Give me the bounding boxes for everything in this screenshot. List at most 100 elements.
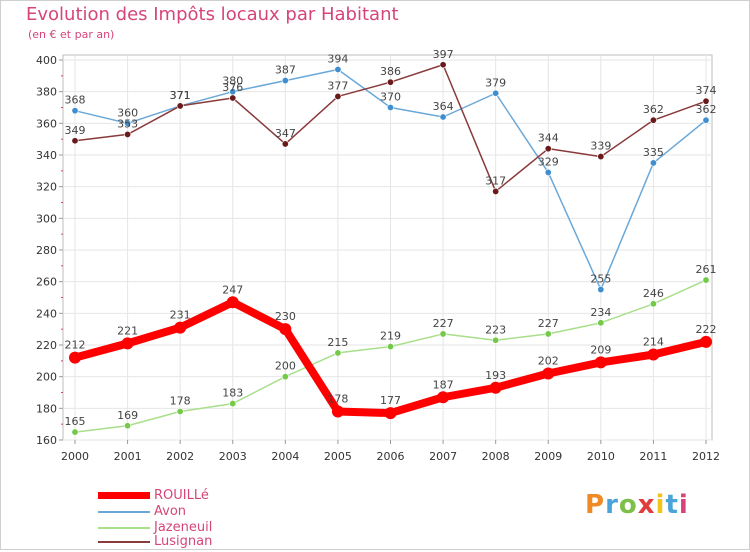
data-point [542, 367, 555, 380]
logo-letter: r [605, 490, 619, 520]
data-point [492, 187, 500, 195]
legend-label: Jazeneuil [154, 520, 213, 535]
legend-swatch [98, 541, 150, 543]
data-label: 362 [696, 103, 717, 116]
data-label: 317 [485, 174, 506, 187]
data-label: 223 [485, 323, 506, 336]
data-label: 329 [538, 155, 559, 168]
data-label: 221 [117, 324, 138, 337]
data-label: 349 [65, 124, 86, 137]
x-tick-label: 2005 [324, 450, 352, 463]
y-tick-label: 200 [36, 371, 57, 384]
legend-label: Avon [154, 504, 187, 519]
data-label: 371 [170, 89, 191, 102]
y-tick-label: 340 [36, 149, 57, 162]
data-point [439, 113, 447, 121]
y-tick-label: 260 [36, 276, 57, 289]
data-label: 227 [433, 317, 454, 330]
data-label: 234 [590, 306, 611, 319]
data-label: 364 [433, 100, 454, 113]
data-point [334, 92, 342, 100]
data-point [176, 102, 184, 110]
y-tick-label: 400 [36, 54, 57, 67]
data-label: 344 [538, 132, 559, 145]
data-point [71, 428, 79, 436]
data-point [71, 137, 79, 145]
x-tick-label: 2012 [692, 450, 720, 463]
data-label: 379 [485, 76, 506, 89]
logo-letter: t [665, 490, 679, 520]
data-point [597, 153, 605, 161]
data-point [334, 349, 342, 357]
data-point [176, 407, 184, 415]
y-tick-label: 220 [36, 339, 57, 352]
data-label: 222 [696, 323, 717, 336]
y-tick-label: 380 [36, 86, 57, 99]
data-label: 380 [222, 75, 243, 88]
x-tick-label: 2000 [61, 450, 89, 463]
data-label: 247 [222, 283, 243, 296]
y-tick-label: 280 [36, 244, 57, 257]
data-label: 187 [433, 378, 454, 391]
data-label: 215 [327, 336, 348, 349]
data-label: 178 [327, 393, 348, 406]
data-point [702, 97, 710, 105]
y-tick-label: 160 [36, 434, 57, 447]
data-point [386, 104, 394, 112]
data-label: 261 [696, 263, 717, 276]
plot-area [62, 54, 713, 441]
data-point [544, 168, 552, 176]
data-label: 193 [485, 369, 506, 382]
data-point [226, 296, 239, 309]
data-point [492, 336, 500, 344]
data-point [384, 407, 397, 420]
data-point [489, 381, 502, 394]
x-tick-label: 2007 [429, 450, 457, 463]
data-point [229, 94, 237, 102]
proxiti-logo: Proxiti [585, 490, 689, 520]
data-label: 397 [433, 48, 454, 61]
x-tick-label: 2009 [534, 450, 562, 463]
data-point [702, 276, 710, 284]
data-label: 339 [590, 140, 611, 153]
data-label: 165 [65, 415, 86, 428]
legend-label: Lusignan [154, 534, 213, 549]
legend-swatch [98, 527, 150, 529]
data-label: 394 [327, 53, 348, 66]
x-tick-label: 2010 [587, 450, 615, 463]
y-tick-label: 320 [36, 181, 57, 194]
data-label: 335 [643, 146, 664, 159]
data-label: 246 [643, 287, 664, 300]
data-point [124, 119, 132, 127]
data-point [279, 323, 292, 336]
x-tick-label: 2002 [166, 450, 194, 463]
legend-swatch [98, 492, 150, 499]
y-tick-label: 360 [36, 117, 57, 130]
logo-letter: i [678, 490, 689, 520]
data-point [174, 321, 187, 334]
data-label: 209 [590, 343, 611, 356]
legend-swatch [98, 511, 150, 513]
data-label: 214 [643, 336, 664, 349]
logo-letter: i [655, 490, 666, 520]
data-point [334, 66, 342, 74]
data-point [649, 300, 657, 308]
y-tick-label: 300 [36, 212, 57, 225]
data-label: 371 [170, 89, 191, 102]
data-point [331, 405, 344, 418]
y-tick-label: 180 [36, 402, 57, 415]
data-label: 169 [117, 409, 138, 422]
data-label: 353 [117, 117, 138, 130]
data-label: 368 [65, 94, 86, 107]
data-label: 227 [538, 317, 559, 330]
y-tick-label: 240 [36, 307, 57, 320]
data-point [700, 335, 712, 348]
data-label: 230 [275, 310, 296, 323]
data-label: 183 [222, 387, 243, 400]
logo-letter: x [637, 490, 656, 520]
data-label: 387 [275, 64, 296, 77]
legend-label: ROUILLé [154, 488, 209, 503]
data-label: 231 [170, 309, 191, 322]
x-tick-label: 2008 [482, 450, 510, 463]
